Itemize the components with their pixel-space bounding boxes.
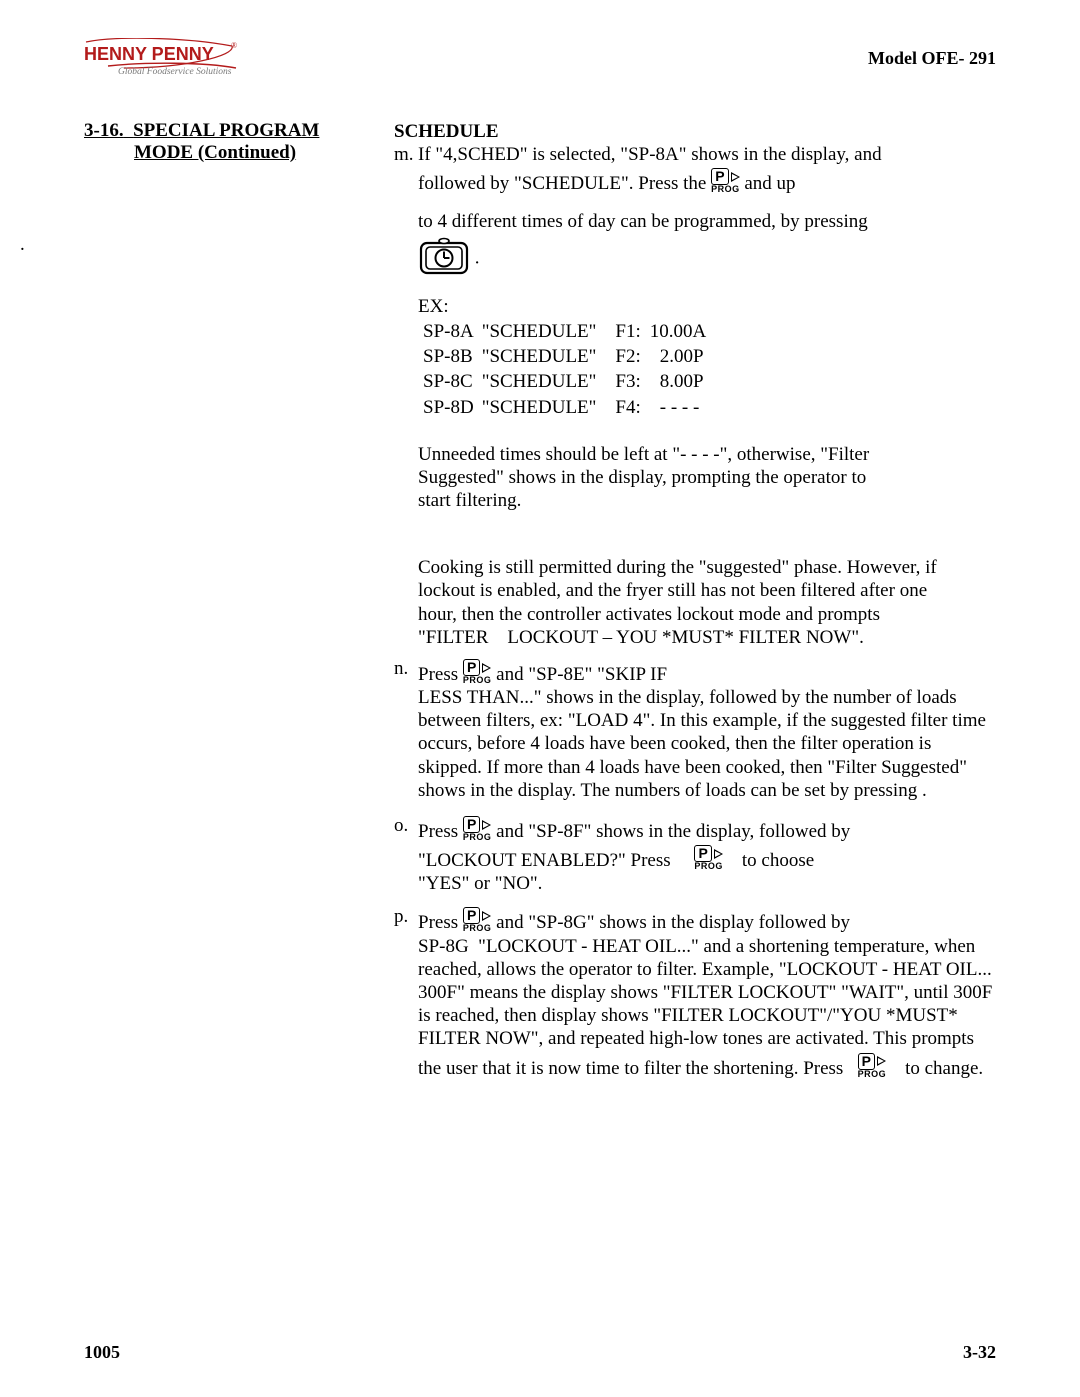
- item-m-letter: m.: [394, 143, 414, 166]
- table-row: SP-8C"SCHEDULE"F3:8.00P: [420, 370, 709, 393]
- svg-text:Global Foodservice Solutions: Global Foodservice Solutions: [118, 67, 232, 77]
- item-p-letter: p.: [394, 905, 408, 928]
- item-m-text2b: and up: [744, 173, 795, 194]
- prog-button-icon: P PROG: [858, 1051, 887, 1079]
- item-n-text-b: and "SP-8E" "SKIP IF: [496, 664, 667, 685]
- item-m-text3: to 4 different times of day can be progr…: [418, 211, 868, 232]
- item-o-text-b: and "SP-8F" shows in the display, follow…: [496, 821, 850, 842]
- item-p-text-b: and "SP-8G" shows in the display followe…: [496, 912, 850, 933]
- prog-button-icon: P PROG: [694, 843, 723, 871]
- table-row: SP-8D"SCHEDULE"F4:- - - -: [420, 396, 709, 419]
- item-o-line2b: to choose: [742, 850, 814, 871]
- model-number: Model OFE- 291: [868, 48, 996, 69]
- prog-button-icon: P PROG: [711, 166, 740, 194]
- item-p-rest-b: to change.: [905, 1058, 983, 1079]
- item-m-text1: If "4,SCHED" is selected, "SP-8A" shows …: [418, 144, 882, 165]
- prog-button-icon: P PROG: [463, 657, 492, 685]
- section-heading: 3-16. SPECIAL PROGRAM MODE (Continued): [84, 120, 394, 164]
- item-n-rest: LESS THAN..." shows in the display, foll…: [418, 687, 986, 801]
- section-number: 3-16.: [84, 120, 124, 141]
- prog-button-icon: P PROG: [463, 905, 492, 933]
- prog-button-icon: P PROG: [463, 814, 492, 842]
- section-title-line2: MODE (Continued): [134, 142, 394, 164]
- item-o-text-a: Press: [418, 821, 463, 842]
- svg-text:HENNY PENNY: HENNY PENNY: [84, 44, 214, 64]
- section-title-line1: SPECIAL PROGRAM: [133, 120, 319, 141]
- table-row: SP-8A"SCHEDULE"F1:10.00A: [420, 320, 709, 343]
- stray-dot: .: [20, 234, 25, 256]
- schedule-heading: SCHEDULE: [394, 120, 996, 143]
- item-o-line2a: "LOCKOUT ENABLED?" Press: [418, 850, 671, 871]
- item-n-text-a: Press: [418, 664, 463, 685]
- item-p-text-a: Press: [418, 912, 463, 933]
- svg-text:®: ®: [231, 41, 237, 50]
- item-o-letter: o.: [394, 814, 408, 837]
- footer-left: 1005: [84, 1342, 120, 1363]
- table-row: SP-8B"SCHEDULE"F2:2.00P: [420, 345, 709, 368]
- item-n-letter: n.: [394, 657, 408, 680]
- schedule-example-table: SP-8A"SCHEDULE"F1:10.00A SP-8B"SCHEDULE"…: [418, 318, 711, 421]
- henny-penny-logo: HENNY PENNY Global Foodservice Solutions…: [84, 38, 244, 84]
- item-o-line3: "YES" or "NO".: [418, 873, 542, 894]
- example-label: EX:: [418, 295, 996, 318]
- timer-button-icon: [418, 235, 470, 283]
- cooking-paragraph: Cooking is still permitted during the "s…: [394, 556, 938, 649]
- period: .: [475, 247, 480, 268]
- footer-right: 3-32: [963, 1342, 996, 1363]
- item-m-text2a: followed by "SCHEDULE". Press the: [418, 173, 706, 194]
- unneeded-paragraph: Unneeded times should be left at "- - - …: [394, 443, 898, 513]
